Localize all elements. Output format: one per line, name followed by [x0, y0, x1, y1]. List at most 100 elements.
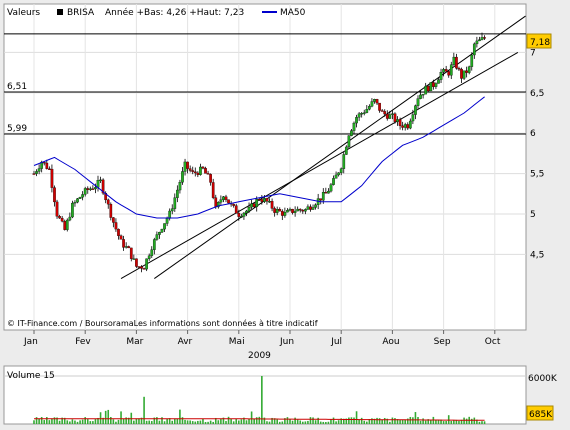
- candle-up: [71, 202, 74, 218]
- candle-up: [76, 198, 79, 203]
- volume-bar: [38, 418, 40, 424]
- header-left-label: Valeurs: [7, 8, 40, 18]
- volume-bar: [138, 418, 140, 424]
- y-tick-label: 6,5: [530, 89, 544, 99]
- candle-down: [109, 204, 113, 218]
- volume-bar: [317, 417, 319, 424]
- candle-up: [414, 105, 417, 115]
- candle-down: [393, 113, 397, 122]
- volume-bar: [342, 418, 345, 424]
- candlesticks: [32, 32, 486, 273]
- candle-up: [145, 258, 148, 270]
- volume-bar: [191, 421, 194, 424]
- candle-down: [257, 199, 261, 201]
- candle-down: [106, 199, 110, 205]
- candle-up: [255, 199, 259, 208]
- month-label: Jun: [279, 337, 294, 347]
- candle-down: [298, 208, 302, 211]
- month-axis: Jan Fev Mar Avr Mai Jun Jul Aou Sep Oct: [23, 330, 501, 347]
- candle-up: [150, 249, 154, 256]
- volume-bar: [296, 419, 299, 424]
- volume-bar: [140, 417, 143, 424]
- volume-bar: [406, 418, 409, 424]
- candle-up: [155, 234, 159, 240]
- volume-bar: [348, 417, 350, 424]
- volume-bar: [335, 421, 337, 424]
- candle-up: [388, 114, 392, 119]
- volume-bar: [368, 419, 371, 424]
- candle-up: [306, 206, 310, 210]
- volume-bar: [350, 417, 353, 424]
- volume-bar: [220, 419, 222, 424]
- volume-bar: [194, 421, 197, 424]
- candle-down: [101, 179, 105, 194]
- candle-up: [152, 239, 156, 250]
- candle-down: [135, 258, 138, 267]
- volume-bar: [117, 419, 120, 424]
- last-price-box: [526, 33, 552, 49]
- candle-up: [449, 64, 453, 76]
- volume-bar: [125, 417, 127, 424]
- candle-down: [86, 188, 90, 190]
- candle-down: [465, 70, 468, 73]
- candle-down: [252, 203, 256, 208]
- y-tick-label: 6: [530, 129, 536, 139]
- candle-up: [352, 122, 356, 131]
- candle-down: [278, 209, 282, 212]
- month-label: Jan: [23, 337, 38, 347]
- volume-bar: [250, 411, 253, 424]
- candle-down: [227, 199, 230, 204]
- volume-bar: [424, 420, 427, 424]
- candle-down: [301, 210, 305, 212]
- volume-bar: [79, 420, 81, 424]
- volume-bar: [240, 419, 243, 424]
- volume-bar: [266, 421, 268, 424]
- candle-up: [437, 79, 440, 84]
- volume-bar: [53, 417, 56, 424]
- volume-bar: [261, 376, 263, 424]
- volume-bar: [248, 418, 250, 424]
- candle-down: [137, 266, 141, 268]
- month-label: Sep: [434, 337, 451, 347]
- volume-bar: [453, 420, 455, 424]
- volume-bar: [465, 418, 468, 424]
- candle-up: [222, 196, 225, 200]
- candle-down: [63, 221, 67, 230]
- candle-down: [457, 68, 461, 70]
- month-label: Oct: [485, 337, 501, 347]
- volume-bar: [127, 417, 130, 424]
- volume-bar: [378, 418, 381, 424]
- volume-bar: [422, 418, 424, 424]
- candle-up: [339, 168, 343, 173]
- candle-up: [329, 184, 333, 192]
- candle-down: [201, 166, 205, 169]
- volume-bar: [232, 421, 235, 424]
- candle-up: [283, 211, 287, 216]
- volume-bar: [58, 420, 61, 424]
- candle-down: [142, 268, 146, 270]
- month-label: Avr: [178, 337, 193, 347]
- volume-bar: [153, 417, 156, 424]
- volume-bar: [319, 421, 322, 424]
- volume-bar: [197, 420, 199, 424]
- candle-up: [314, 204, 317, 208]
- candle-up: [462, 70, 466, 79]
- candle-down: [214, 197, 218, 208]
- volume-bar: [156, 417, 158, 424]
- candle-up: [263, 198, 266, 202]
- volume-bar: [442, 421, 445, 424]
- volume-bar: [107, 409, 110, 424]
- candle-up: [439, 72, 443, 80]
- volume-bar: [186, 420, 189, 424]
- candle-up: [391, 113, 394, 115]
- candle-down: [45, 162, 49, 169]
- candle-up: [350, 130, 353, 136]
- volume-bar: [230, 419, 232, 424]
- volume-bar: [302, 421, 304, 424]
- volume-bar: [63, 417, 66, 424]
- candle-up: [245, 210, 248, 214]
- volume-bar: [33, 420, 35, 424]
- volume-bar: [202, 418, 204, 424]
- trend-channel-line: [120, 51, 519, 280]
- candle-down: [455, 56, 458, 69]
